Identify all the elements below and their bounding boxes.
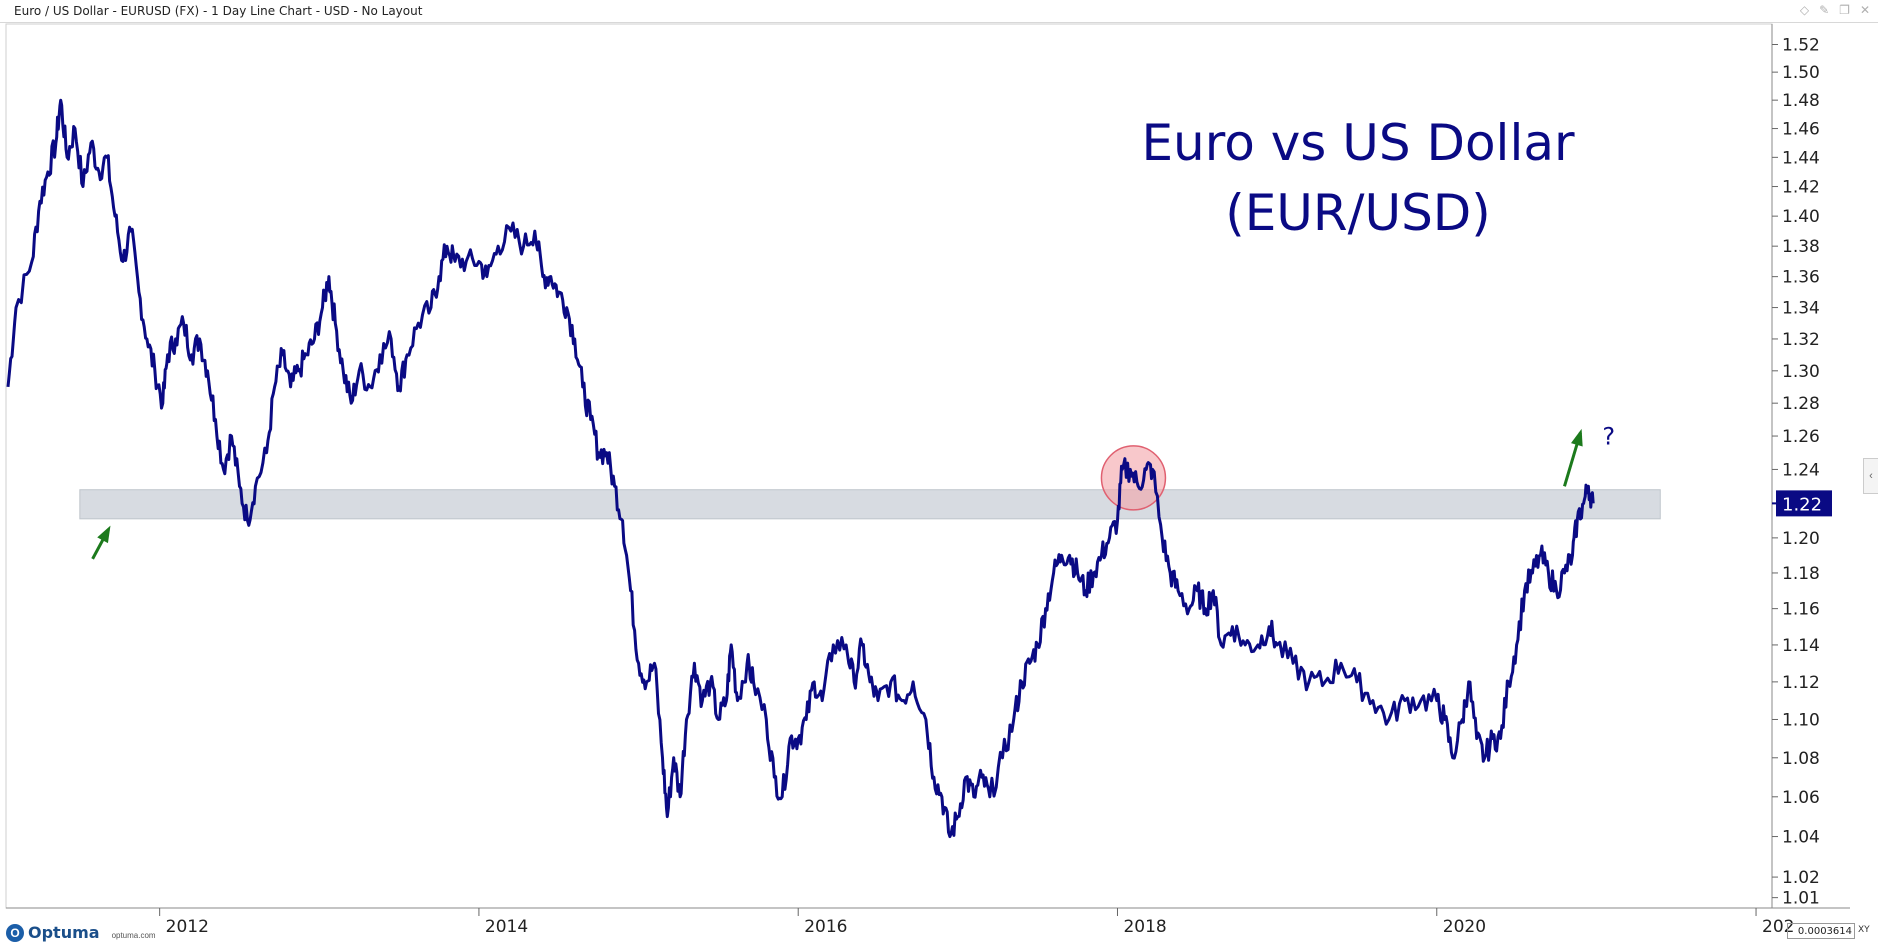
y-tick-label: 1.28: [1782, 394, 1820, 414]
y-tick-label: 1.04: [1782, 828, 1820, 848]
y-tick-label: 1.02: [1782, 868, 1820, 888]
xy-mode-toggle[interactable]: XY: [1858, 925, 1870, 935]
y-tick-label: 1.46: [1782, 120, 1820, 140]
window-titlebar: Euro / US Dollar - EURUSD (FX) - 1 Day L…: [0, 0, 1878, 23]
x-tick-label: 2012: [166, 917, 209, 937]
chart-title-line-2: (EUR/USD): [1225, 184, 1491, 242]
window-controls: ◇ ✎ ❐ ✕: [1800, 3, 1870, 17]
support-band: [79, 489, 1661, 520]
diamond-icon[interactable]: ◇: [1799, 3, 1810, 17]
y-tick-label: 1.16: [1782, 600, 1820, 620]
precision-readout[interactable]: 0.0003614: [1787, 923, 1855, 939]
chevron-left-icon: ‹: [1869, 470, 1873, 482]
last-value-label: 1.22: [1782, 494, 1822, 515]
last-value-badge: [1776, 490, 1832, 517]
y-tick-label: 1.20: [1782, 529, 1820, 549]
y-tick-label: 1.24: [1782, 460, 1820, 480]
y-tick-label: 1.38: [1782, 237, 1820, 257]
y-tick-label: 1.52: [1782, 35, 1820, 55]
x-tick-label: 2018: [1123, 917, 1166, 937]
y-tick-label: 1.32: [1782, 330, 1820, 350]
x-tick-label: 2020: [1443, 917, 1486, 937]
y-tick-label: 1.48: [1782, 91, 1820, 111]
y-tick-label: 1.18: [1782, 564, 1820, 584]
optuma-logo-icon: O: [6, 923, 24, 942]
y-tick-label: 1.06: [1782, 788, 1820, 808]
x-tick-label: 2014: [485, 917, 528, 937]
y-tick-label: 1.08: [1782, 749, 1820, 769]
y-tick-label: 1.36: [1782, 268, 1820, 288]
eurusd-price-line: [6, 98, 1595, 839]
close-icon[interactable]: ✕: [1859, 3, 1870, 17]
window-title: Euro / US Dollar - EURUSD (FX) - 1 Day L…: [14, 4, 423, 18]
brand-url: optuma.com: [111, 930, 156, 940]
y-tick-label: 1.42: [1782, 178, 1820, 198]
y-tick-label: 1.01: [1782, 889, 1820, 909]
y-tick-label: 1.10: [1782, 710, 1820, 730]
footer-branding: O Optuma optuma.com: [6, 923, 156, 942]
annotation-question-mark: ?: [1602, 423, 1615, 451]
up-arrow-head: [1571, 428, 1583, 447]
y-tick-label: 1.34: [1782, 299, 1820, 319]
y-tick-label: 1.14: [1782, 636, 1820, 656]
side-panel-toggle[interactable]: ‹: [1863, 458, 1878, 494]
x-tick-label: 2016: [804, 917, 847, 937]
x-tick-label: 202: [1762, 917, 1794, 937]
brand-name: Optuma: [28, 923, 100, 942]
y-tick-label: 1.26: [1782, 427, 1820, 447]
y-tick-label: 1.40: [1782, 207, 1820, 227]
y-tick-label: 1.30: [1782, 362, 1820, 382]
y-tick-label: 1.12: [1782, 673, 1820, 693]
chart-title-line-1: Euro vs US Dollar: [1141, 114, 1575, 172]
y-tick-label: 1.50: [1782, 63, 1820, 83]
restore-icon[interactable]: ❐: [1839, 3, 1850, 17]
y-tick-label: 1.44: [1782, 148, 1820, 168]
up-arrow-head: [97, 525, 111, 544]
pin-icon[interactable]: ✎: [1819, 3, 1830, 17]
